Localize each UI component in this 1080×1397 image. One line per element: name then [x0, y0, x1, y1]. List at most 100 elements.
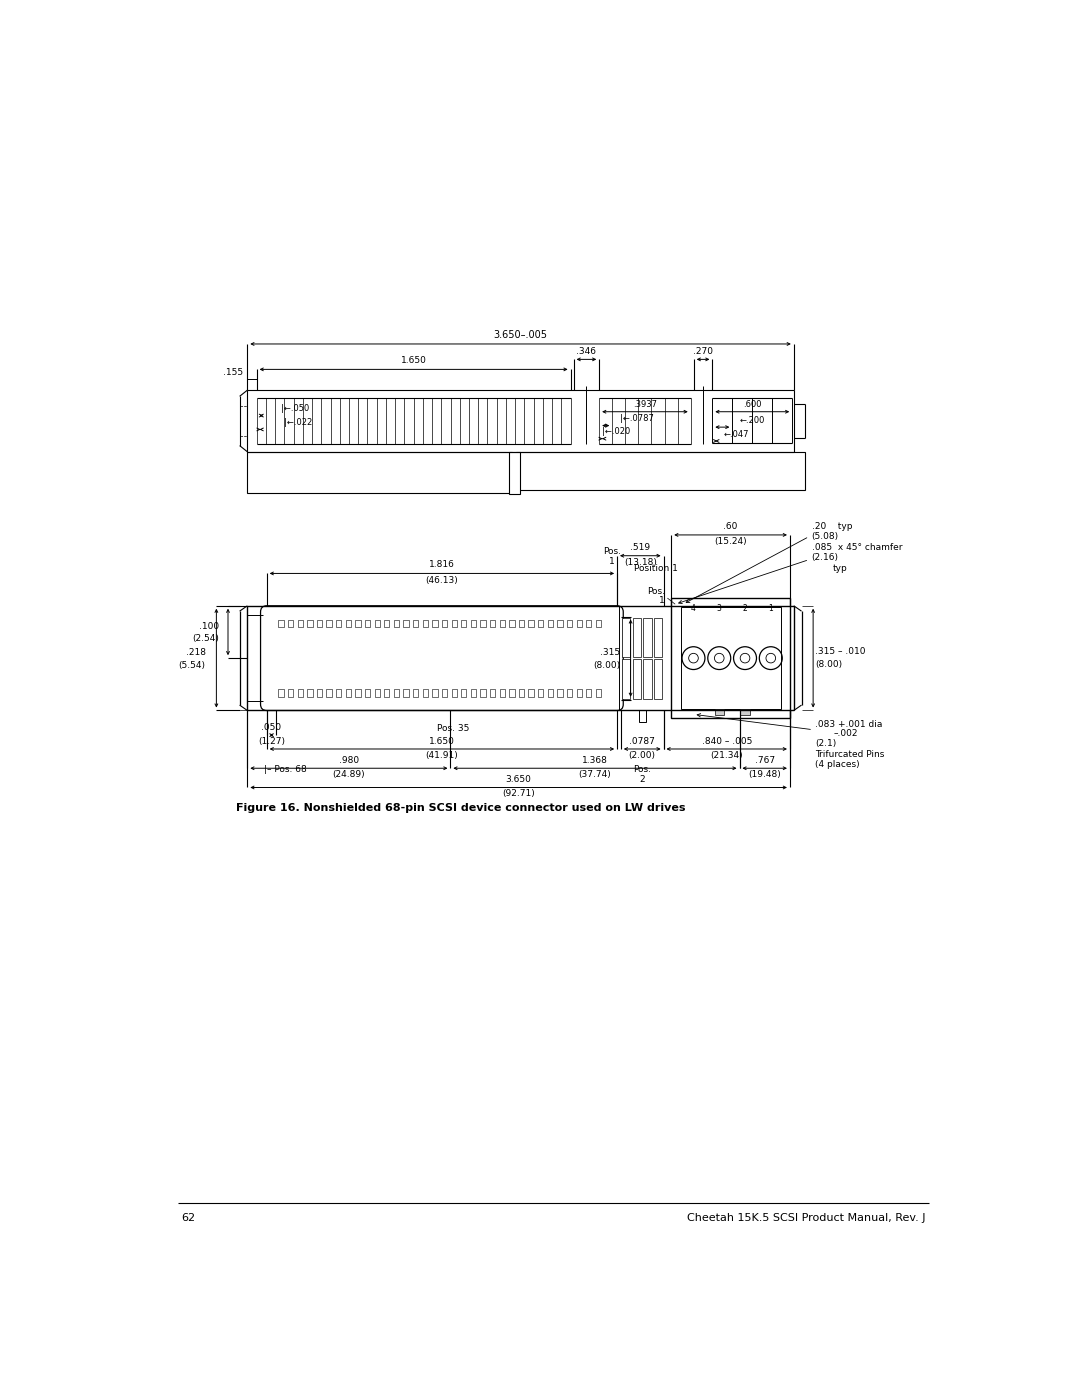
Bar: [288, 620, 294, 627]
Bar: [326, 689, 332, 697]
Bar: [622, 617, 631, 657]
Text: 1: 1: [768, 605, 773, 613]
Bar: [461, 689, 467, 697]
Bar: [247, 451, 512, 493]
Text: 4: 4: [691, 605, 696, 613]
Bar: [500, 689, 505, 697]
Text: 3.650: 3.650: [505, 775, 531, 784]
Bar: [633, 659, 642, 698]
Bar: [336, 620, 341, 627]
Text: .60: .60: [724, 522, 738, 531]
Bar: [298, 689, 302, 697]
Bar: [336, 689, 341, 697]
Bar: [307, 620, 312, 627]
Bar: [596, 689, 602, 697]
Text: .100: .100: [199, 622, 218, 631]
Bar: [442, 689, 447, 697]
Bar: [365, 689, 370, 697]
Text: .767: .767: [755, 756, 774, 766]
Text: ←.200: ←.200: [740, 416, 765, 425]
Text: (1.27): (1.27): [258, 736, 285, 746]
Bar: [538, 689, 543, 697]
Text: (2.16): (2.16): [811, 553, 838, 562]
Text: (41.91): (41.91): [426, 750, 458, 760]
Text: typ: typ: [833, 563, 847, 573]
Text: (2.00): (2.00): [629, 750, 656, 760]
Bar: [528, 620, 534, 627]
Text: Pos.: Pos.: [647, 587, 665, 595]
Text: .155: .155: [224, 367, 243, 377]
Bar: [481, 689, 486, 697]
Text: 62: 62: [181, 1213, 195, 1222]
Text: .980: .980: [339, 756, 359, 766]
Text: (8.00): (8.00): [593, 661, 621, 669]
Bar: [538, 620, 543, 627]
Text: Figure 16. Nonshielded 68-pin SCSI device connector used on LW drives: Figure 16. Nonshielded 68-pin SCSI devic…: [235, 803, 685, 813]
Bar: [298, 620, 302, 627]
Text: (37.74): (37.74): [579, 770, 611, 780]
Text: 2: 2: [639, 775, 645, 784]
Bar: [586, 689, 592, 697]
Text: 3.650–.005: 3.650–.005: [494, 330, 548, 339]
Bar: [481, 620, 486, 627]
Bar: [567, 689, 572, 697]
Text: 1.816: 1.816: [429, 560, 455, 570]
Bar: [461, 620, 467, 627]
Text: (13.18): (13.18): [624, 557, 657, 567]
Text: (5.54): (5.54): [178, 661, 205, 669]
Bar: [288, 689, 294, 697]
Bar: [638, 710, 646, 722]
Bar: [500, 620, 505, 627]
Bar: [346, 620, 351, 627]
Text: .315 – .010: .315 – .010: [815, 647, 866, 657]
Text: .20    typ: .20 typ: [811, 522, 852, 531]
Bar: [451, 620, 457, 627]
Text: 2: 2: [743, 605, 747, 613]
Text: 1: 1: [609, 557, 615, 566]
Text: Pos.: Pos.: [633, 764, 651, 774]
Bar: [451, 689, 457, 697]
Text: (2.1): (2.1): [815, 739, 837, 749]
Bar: [510, 689, 514, 697]
Text: |←.050: |←.050: [281, 404, 309, 414]
Bar: [316, 620, 322, 627]
Text: (21.34): (21.34): [711, 750, 743, 760]
Bar: [518, 689, 524, 697]
Bar: [279, 689, 284, 697]
Bar: [404, 620, 408, 627]
Bar: [596, 620, 602, 627]
Text: .085  x 45° chamfer: .085 x 45° chamfer: [811, 543, 902, 552]
Bar: [548, 689, 553, 697]
Text: 3: 3: [717, 605, 721, 613]
Text: Pos. 35: Pos. 35: [437, 725, 470, 733]
Text: .519: .519: [631, 543, 650, 552]
Bar: [355, 620, 361, 627]
Bar: [715, 708, 724, 715]
Text: .050: .050: [261, 722, 282, 732]
Bar: [404, 689, 408, 697]
Bar: [644, 659, 651, 698]
Bar: [384, 620, 390, 627]
Bar: [394, 689, 400, 697]
Bar: [680, 608, 781, 708]
Bar: [518, 620, 524, 627]
Text: .600: .600: [743, 400, 761, 408]
Text: .218: .218: [186, 648, 205, 657]
Text: (92.71): (92.71): [502, 789, 535, 798]
Text: 1: 1: [660, 597, 665, 605]
Text: .840 – .005: .840 – .005: [702, 736, 752, 746]
Bar: [548, 620, 553, 627]
Bar: [510, 620, 514, 627]
Bar: [654, 617, 662, 657]
Text: (24.89): (24.89): [333, 770, 365, 780]
Text: (8.00): (8.00): [815, 659, 842, 669]
Bar: [279, 620, 284, 627]
Bar: [471, 620, 476, 627]
Bar: [644, 617, 651, 657]
Text: |←.020: |←.020: [602, 427, 630, 436]
Text: 1.368: 1.368: [582, 756, 608, 766]
Text: Pos.: Pos.: [603, 548, 621, 556]
Bar: [654, 659, 662, 698]
Bar: [384, 689, 390, 697]
Bar: [633, 617, 642, 657]
